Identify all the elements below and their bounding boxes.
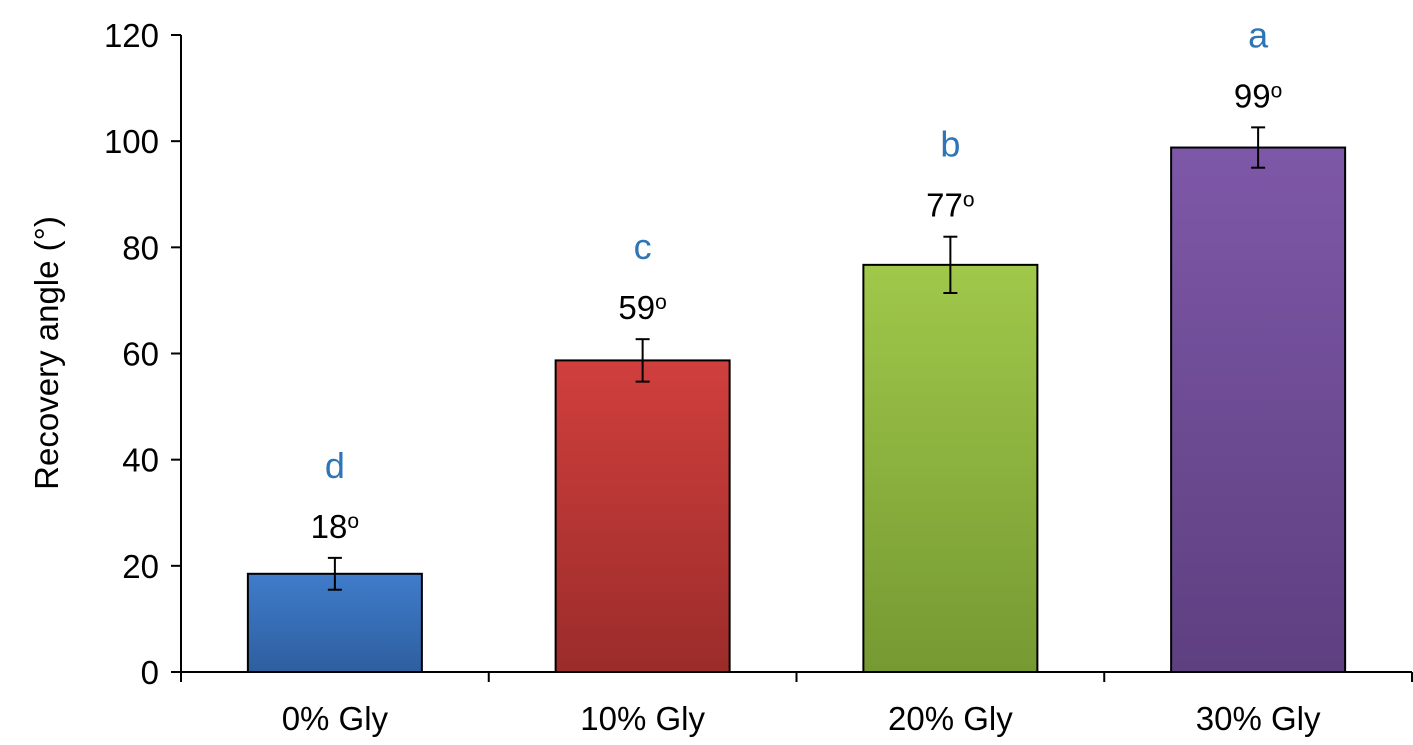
significance-letter: c (634, 226, 652, 267)
category-label: 20% Gly (888, 700, 1013, 737)
y-tick-label: 80 (122, 229, 159, 266)
y-tick-label: 100 (104, 123, 159, 160)
y-tick-label: 20 (122, 548, 159, 585)
category-label: 30% Gly (1196, 700, 1321, 737)
significance-letter: b (940, 124, 960, 165)
category-label: 10% Gly (580, 700, 705, 737)
bar (862, 263, 1039, 673)
significance-letters: d c b a (325, 14, 1269, 486)
y-tick-label: 0 (141, 654, 159, 691)
value-label: 59o (618, 289, 666, 326)
value-label: 18o (311, 508, 359, 545)
category-label: 0% Gly (282, 700, 389, 737)
significance-letter: d (325, 445, 345, 486)
significance-letter: a (1248, 14, 1269, 55)
bars (246, 146, 1347, 674)
y-tick-label: 120 (104, 17, 159, 54)
x-axis-ticks (180, 672, 1413, 682)
value-label: 77o (926, 187, 974, 224)
y-axis-title: Recovery angle (°) (28, 216, 65, 490)
bar (554, 359, 731, 673)
y-tick-label: 60 (122, 336, 159, 373)
value-label: 99o (1234, 77, 1282, 114)
category-labels: 0% Gly 10% Gly 20% Gly 30% Gly (282, 700, 1321, 737)
error-bars (327, 126, 1266, 591)
y-tick-label: 40 (122, 442, 159, 479)
value-labels: 18o 59o 77o 99o (311, 77, 1283, 545)
bar (1170, 146, 1347, 673)
y-axis-ticks: 0 20 40 60 80 100 120 (104, 17, 181, 691)
